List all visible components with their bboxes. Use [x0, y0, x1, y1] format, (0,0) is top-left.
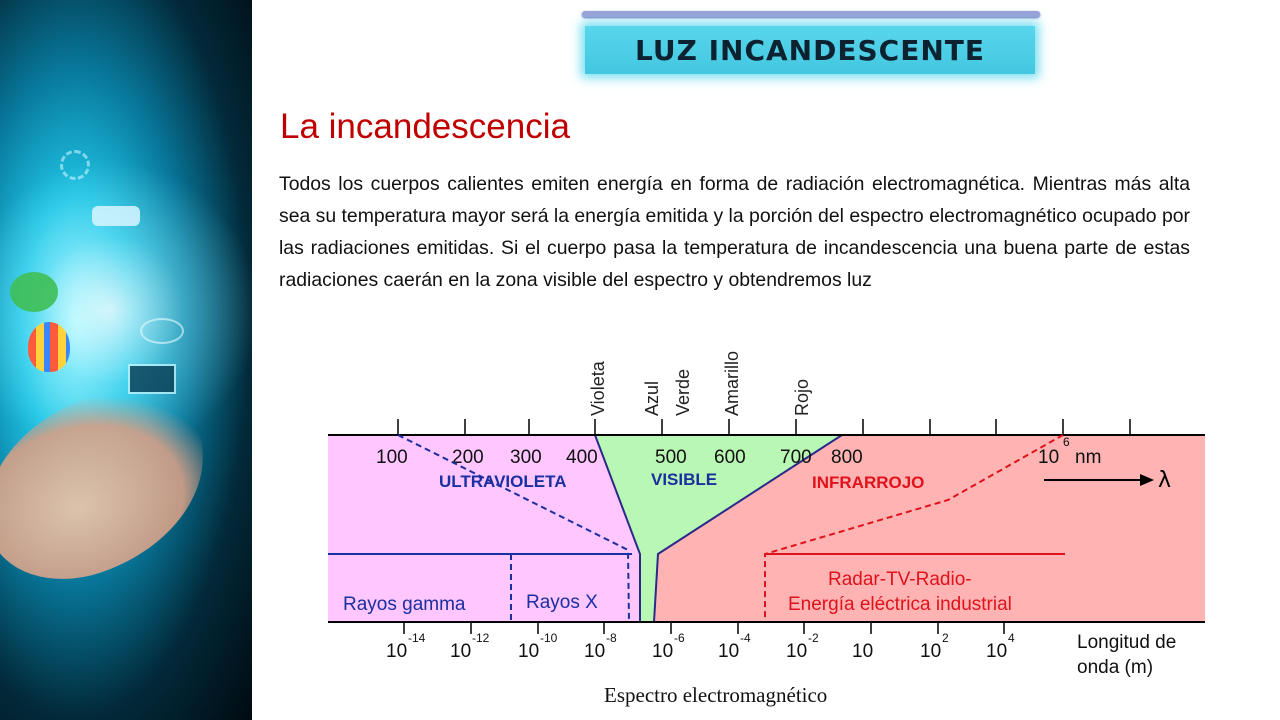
- nm-label-unit: nm: [1075, 447, 1101, 468]
- axis-label-line2: onda (m): [1077, 657, 1153, 678]
- page-title: LUZ INCANDESCENTE: [634, 33, 985, 67]
- car-icon: [92, 206, 140, 226]
- wavelength-label-700: 700: [780, 447, 812, 468]
- title-decor-bar: [582, 11, 1040, 17]
- wavelength-label-300: 300: [510, 447, 542, 468]
- bottom-tick-6-exp: -4: [740, 631, 751, 645]
- bottom-tick-8-base: 10: [852, 641, 873, 662]
- section-heading: La incandescencia: [280, 107, 570, 146]
- bottom-axis-ticks: [403, 622, 1005, 634]
- bottom-tick-2-exp: -12: [472, 631, 490, 645]
- wavelength-label-800: 800: [831, 447, 863, 468]
- x-rays-label: Rayos X: [526, 592, 598, 613]
- bottom-tick-5-exp: -6: [674, 631, 685, 645]
- diagram-caption: Espectro electromagnético: [604, 683, 827, 707]
- wavelength-label-400: 400: [566, 447, 598, 468]
- nm-label-exp: 6: [1063, 435, 1070, 449]
- color-label-verde: Verde: [673, 369, 693, 416]
- wavelength-label-100: 100: [376, 447, 408, 468]
- bottom-tick-4-base: 10: [584, 641, 605, 662]
- tree-icon: [10, 272, 58, 312]
- bottom-tick-7-exp: -2: [808, 631, 819, 645]
- axis-label-line1: Longitud de: [1077, 632, 1176, 653]
- bottom-tick-6-base: 10: [718, 641, 739, 662]
- top-axis-ticks: [397, 419, 1131, 435]
- electromagnetic-spectrum-diagram: Violeta Azul Verde Amarillo Rojo 100 200…: [328, 351, 1205, 707]
- bottom-tick-9-exp: 2: [942, 631, 949, 645]
- bottom-tick-3-base: 10: [518, 641, 539, 662]
- bottom-tick-10-exp: 4: [1008, 631, 1015, 645]
- body-paragraph: Todos los cuerpos calientes emiten energ…: [279, 173, 1190, 291]
- bottom-tick-10-base: 10: [986, 641, 1007, 662]
- radio-label-line2: Energía eléctrica industrial: [788, 594, 1012, 615]
- bottom-tick-3-exp: -10: [540, 631, 558, 645]
- color-label-amarillo: Amarillo: [722, 351, 742, 416]
- decorative-side-panel: [0, 0, 252, 720]
- visible-ir-boundary: [653, 434, 843, 623]
- laptop-icon: [128, 364, 176, 394]
- wavelength-label-500: 500: [655, 447, 687, 468]
- lambda-symbol: λ: [1158, 468, 1171, 493]
- bottom-tick-1-base: 10: [386, 641, 407, 662]
- hot-air-balloon-icon: [28, 322, 70, 372]
- title-banner: LUZ INCANDESCENTE: [585, 26, 1035, 74]
- bicycle-icon: [140, 318, 184, 344]
- gamma-rays-label: Rayos gamma: [343, 594, 466, 615]
- color-label-violeta: Violeta: [588, 360, 608, 416]
- nm-label-base: 10: [1038, 447, 1059, 468]
- bottom-tick-2-base: 10: [450, 641, 471, 662]
- uv-dashed-curve: [397, 434, 630, 623]
- bottom-tick-9-base: 10: [920, 641, 941, 662]
- gear-icon: [60, 150, 90, 180]
- lambda-arrow-head: [1140, 474, 1154, 486]
- wavelength-label-600: 600: [714, 447, 746, 468]
- uv-visible-boundary: [594, 434, 641, 622]
- bottom-tick-7-base: 10: [786, 641, 807, 662]
- ultraviolet-region: [328, 435, 640, 622]
- color-label-azul: Azul: [642, 381, 662, 416]
- bottom-tick-1-exp: -14: [408, 631, 426, 645]
- ultraviolet-label: ULTRAVIOLETA: [439, 472, 566, 491]
- infrared-region: [654, 435, 1205, 622]
- wavelength-label-200: 200: [452, 447, 484, 468]
- bottom-tick-4-exp: -8: [606, 631, 617, 645]
- color-label-rojo: Rojo: [792, 379, 812, 416]
- visible-label: VISIBLE: [651, 470, 717, 489]
- bottom-tick-5-base: 10: [652, 641, 673, 662]
- infrared-label: INFRARROJO: [812, 473, 924, 492]
- radio-label-line1: Radar-TV-Radio-: [828, 569, 972, 590]
